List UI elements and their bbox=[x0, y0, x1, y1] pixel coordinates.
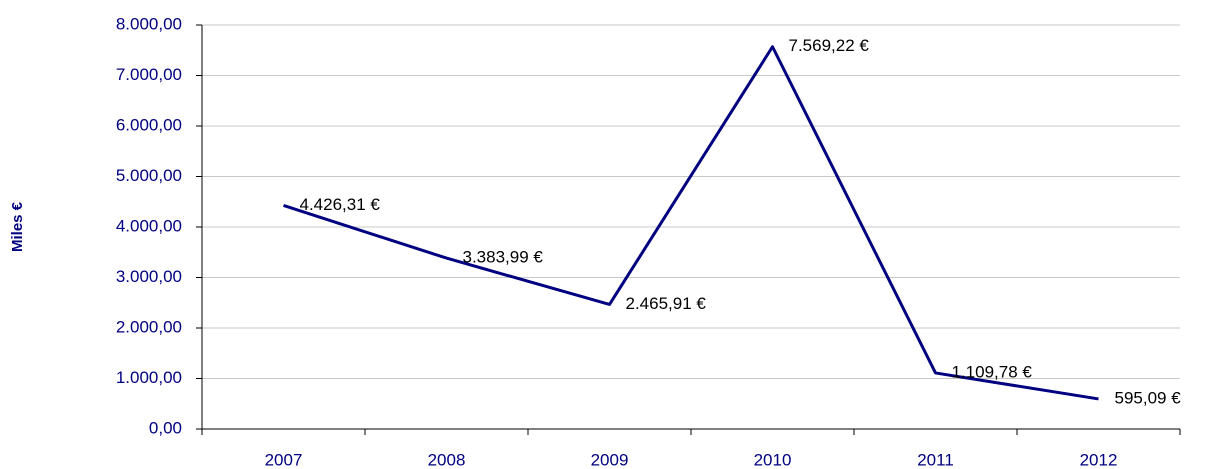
data-label: 3.383,99 € bbox=[463, 248, 544, 267]
data-label: 2.465,91 € bbox=[626, 294, 707, 313]
y-tick-label: 8.000,00 bbox=[116, 14, 182, 33]
y-tick-label: 2.000,00 bbox=[116, 317, 182, 336]
data-label: 4.426,31 € bbox=[300, 195, 381, 214]
y-tick-label: 5.000,00 bbox=[116, 166, 182, 185]
x-tick-label: 2012 bbox=[1080, 450, 1118, 469]
data-label: 7.569,22 € bbox=[789, 36, 870, 55]
y-tick-label: 0,00 bbox=[149, 418, 182, 437]
y-tick-label: 1.000,00 bbox=[116, 368, 182, 387]
x-tick-label: 2008 bbox=[428, 450, 466, 469]
x-tick-label: 2009 bbox=[591, 450, 629, 469]
y-tick-label: 6.000,00 bbox=[116, 115, 182, 134]
x-tick-label: 2011 bbox=[917, 450, 954, 469]
y-tick-label: 3.000,00 bbox=[116, 267, 182, 286]
y-tick-label: 4.000,00 bbox=[116, 216, 182, 235]
y-tick-label: 7.000,00 bbox=[116, 65, 182, 84]
y-axis-label: Miles € bbox=[9, 201, 26, 252]
x-tick-label: 2010 bbox=[754, 450, 792, 469]
line bbox=[283, 45, 1099, 401]
x-tick-label: 2007 bbox=[265, 450, 303, 469]
data-label: 595,09 € bbox=[1115, 388, 1182, 407]
data-label: 1.109,78 € bbox=[952, 362, 1033, 381]
